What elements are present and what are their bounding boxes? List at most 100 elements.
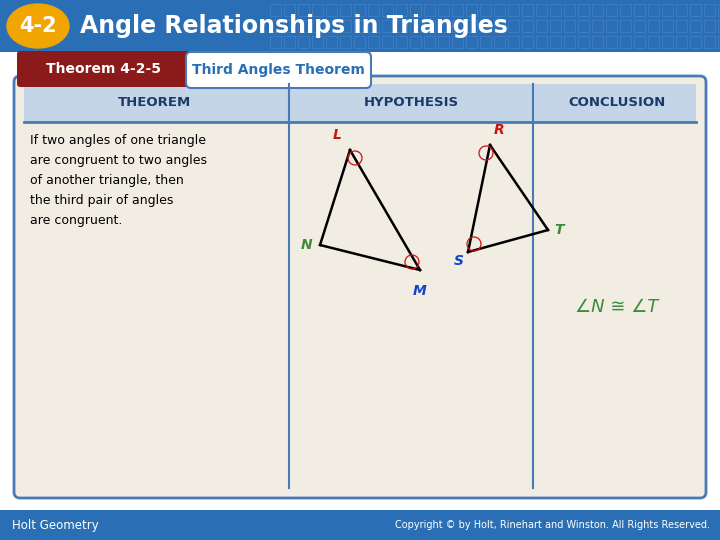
Bar <box>270 36 281 48</box>
Bar <box>424 20 435 32</box>
Bar <box>606 36 617 48</box>
Text: If two angles of one triangle
are congruent to two angles
of another triangle, t: If two angles of one triangle are congru… <box>30 134 207 227</box>
Bar <box>704 36 715 48</box>
Bar <box>326 36 337 48</box>
Bar <box>690 36 701 48</box>
Bar <box>718 20 720 32</box>
Bar <box>452 36 463 48</box>
Bar <box>396 20 407 32</box>
Bar <box>494 36 505 48</box>
Bar <box>564 4 575 16</box>
Bar <box>410 4 421 16</box>
Bar <box>564 20 575 32</box>
FancyBboxPatch shape <box>17 51 191 87</box>
Bar <box>382 20 393 32</box>
Text: T: T <box>554 223 564 237</box>
Bar <box>662 36 673 48</box>
Bar <box>634 4 645 16</box>
Bar <box>368 20 379 32</box>
Bar <box>508 36 519 48</box>
Bar <box>522 20 533 32</box>
Text: Holt Geometry: Holt Geometry <box>12 518 99 531</box>
Text: Third Angles Theorem: Third Angles Theorem <box>192 63 365 77</box>
Bar <box>354 36 365 48</box>
Bar <box>298 36 309 48</box>
Text: Theorem 4-2-5: Theorem 4-2-5 <box>47 62 161 76</box>
Bar <box>578 36 589 48</box>
Bar <box>648 4 659 16</box>
Text: S: S <box>454 254 464 268</box>
FancyBboxPatch shape <box>14 76 706 498</box>
Bar <box>298 4 309 16</box>
Text: N: N <box>300 238 312 252</box>
Bar <box>718 36 720 48</box>
Bar <box>480 4 491 16</box>
Bar <box>704 20 715 32</box>
Bar <box>522 36 533 48</box>
Bar <box>326 20 337 32</box>
Bar <box>354 20 365 32</box>
Text: THEOREM: THEOREM <box>117 97 191 110</box>
Bar <box>382 4 393 16</box>
Bar <box>438 4 449 16</box>
Bar <box>676 4 687 16</box>
Bar <box>494 20 505 32</box>
Bar <box>396 4 407 16</box>
Bar <box>564 36 575 48</box>
Bar <box>550 20 561 32</box>
Text: 4-2: 4-2 <box>19 16 57 36</box>
Bar <box>284 20 295 32</box>
Text: HYPOTHESIS: HYPOTHESIS <box>364 97 459 110</box>
Bar <box>368 4 379 16</box>
Bar <box>536 36 547 48</box>
Bar <box>24 84 696 122</box>
Bar <box>410 20 421 32</box>
Text: R: R <box>494 123 505 137</box>
Bar <box>270 4 281 16</box>
Bar <box>648 36 659 48</box>
Bar <box>424 36 435 48</box>
Bar <box>536 20 547 32</box>
Text: L: L <box>333 128 342 142</box>
Bar <box>606 4 617 16</box>
Bar <box>284 4 295 16</box>
Bar <box>480 36 491 48</box>
Bar <box>312 4 323 16</box>
Bar <box>368 36 379 48</box>
Text: M: M <box>413 284 427 298</box>
Text: Angle Relationships in Triangles: Angle Relationships in Triangles <box>80 14 508 38</box>
Bar <box>690 4 701 16</box>
Bar <box>508 4 519 16</box>
Bar <box>662 20 673 32</box>
Bar <box>326 4 337 16</box>
Bar <box>0 510 720 540</box>
Bar <box>0 52 720 510</box>
Bar <box>480 20 491 32</box>
Bar <box>592 36 603 48</box>
Bar <box>508 20 519 32</box>
Ellipse shape <box>7 4 69 48</box>
Bar <box>340 4 351 16</box>
Bar <box>452 20 463 32</box>
Bar <box>312 20 323 32</box>
Bar <box>284 36 295 48</box>
Bar <box>466 4 477 16</box>
Bar <box>438 20 449 32</box>
Bar <box>494 4 505 16</box>
Bar <box>312 36 323 48</box>
Bar <box>662 4 673 16</box>
Bar <box>690 20 701 32</box>
Bar <box>578 4 589 16</box>
Bar <box>578 20 589 32</box>
Bar <box>676 20 687 32</box>
Bar <box>606 20 617 32</box>
Bar <box>634 20 645 32</box>
Bar <box>340 36 351 48</box>
Bar <box>620 4 631 16</box>
Bar <box>592 4 603 16</box>
Bar <box>354 4 365 16</box>
Text: Copyright © by Holt, Rinehart and Winston. All Rights Reserved.: Copyright © by Holt, Rinehart and Winsto… <box>395 520 710 530</box>
Bar <box>410 36 421 48</box>
Bar <box>424 4 435 16</box>
Bar <box>550 4 561 16</box>
